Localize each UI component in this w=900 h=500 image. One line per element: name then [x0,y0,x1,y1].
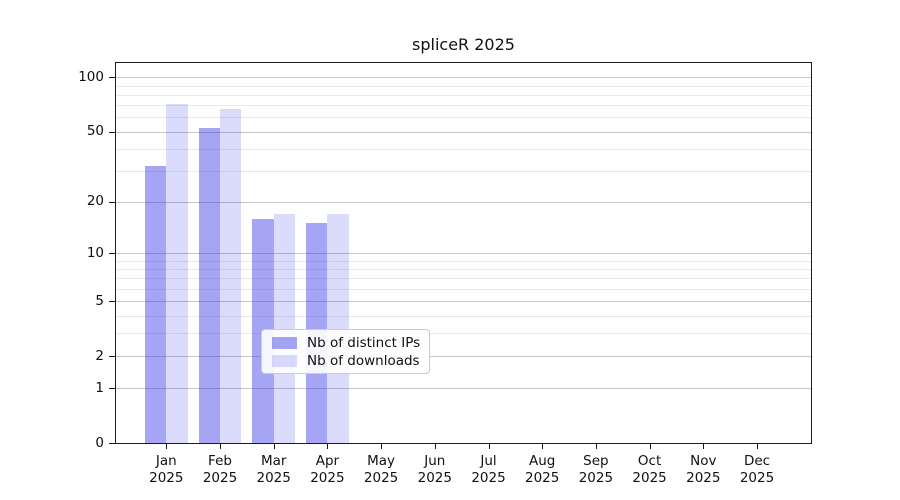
bar-downloads [220,108,242,443]
x-tick-label: Oct 2025 [632,453,667,486]
bar-downloads [327,214,349,443]
x-tick-mark [166,443,168,449]
y-tick-label: 5 [95,292,104,309]
legend: Nb of distinct IPs Nb of downloads [261,329,430,374]
gridline-major [116,301,811,302]
bar-downloads [166,104,188,443]
gridline-minor [116,148,811,150]
x-tick-label: Mar 2025 [256,453,291,486]
x-tick-label: Nov 2025 [686,453,721,486]
x-tick-label: Dec 2025 [739,453,775,486]
gridline-major [116,77,811,79]
y-tick-mark [109,131,115,133]
gridline-major [116,388,811,390]
x-tick-label: Jun 2025 [417,453,452,486]
x-tick-label: Feb 2025 [202,453,238,486]
gridline-major [116,201,811,203]
legend-label: Nb of distinct IPs [307,335,421,351]
legend-row: Nb of downloads [272,353,421,369]
y-tick-label: 50 [86,123,104,139]
x-tick-label: Sep 2025 [578,453,614,486]
bar-distinct-ips [144,166,167,443]
x-tick-label: Jan 2025 [149,453,184,486]
gridline-minor [116,260,811,262]
x-tick-mark [542,443,544,449]
x-tick-mark [273,443,275,449]
chart-title: spliceR 2025 [412,35,515,54]
gridline-minor [116,85,811,87]
x-tick-label: Jul 2025 [471,453,506,486]
gridline-minor [116,278,811,280]
x-tick-mark [488,443,490,449]
y-tick-label: 0 [95,434,104,451]
legend-swatch [272,355,297,367]
legend-swatch [272,337,297,349]
y-tick-label: 100 [78,68,104,85]
legend-label: Nb of downloads [307,353,420,369]
x-tick-mark [703,443,705,449]
x-tick-mark [381,443,383,449]
gridline-minor [116,315,811,317]
y-tick-mark [109,201,115,203]
gridline-minor [116,268,811,270]
y-tick-mark [109,443,115,444]
gridline-minor [116,94,811,96]
gridline-major [116,131,811,133]
gridline-major [116,253,811,254]
x-tick-mark [434,443,436,449]
plot-area: 0 1 2 5 10 20 50 100 Jan 2025 Feb 2025 Mar 2025 Apr… [78,62,812,486]
y-tick-label: 10 [86,244,104,261]
x-tick-mark [327,443,329,449]
x-tick-mark [649,443,651,449]
legend-row: Nb of distinct IPs [272,335,421,351]
x-tick-label: May 2025 [363,453,399,486]
x-tick-mark [757,443,758,449]
x-tick-label: Aug 2025 [525,453,560,486]
y-tick-mark [109,253,115,254]
y-tick-mark [109,356,115,357]
x-tick-label: Apr 2025 [310,453,345,486]
bar-downloads [273,214,296,443]
y-tick-label: 20 [86,193,104,210]
gridline-minor [116,333,811,335]
y-tick-mark [109,388,115,390]
y-tick-mark [109,301,115,302]
x-tick-mark [595,443,597,449]
x-tick-mark [220,443,221,449]
gridline-minor [116,170,811,172]
gridline-major [116,356,811,357]
gridline-minor [116,288,811,290]
y-tick-mark [109,77,115,79]
gridline-minor [116,117,811,119]
gridline-minor [116,105,811,107]
y-tick-label: 2 [95,347,104,364]
y-tick-label: 1 [95,379,104,396]
bar-distinct-ips [198,128,220,443]
